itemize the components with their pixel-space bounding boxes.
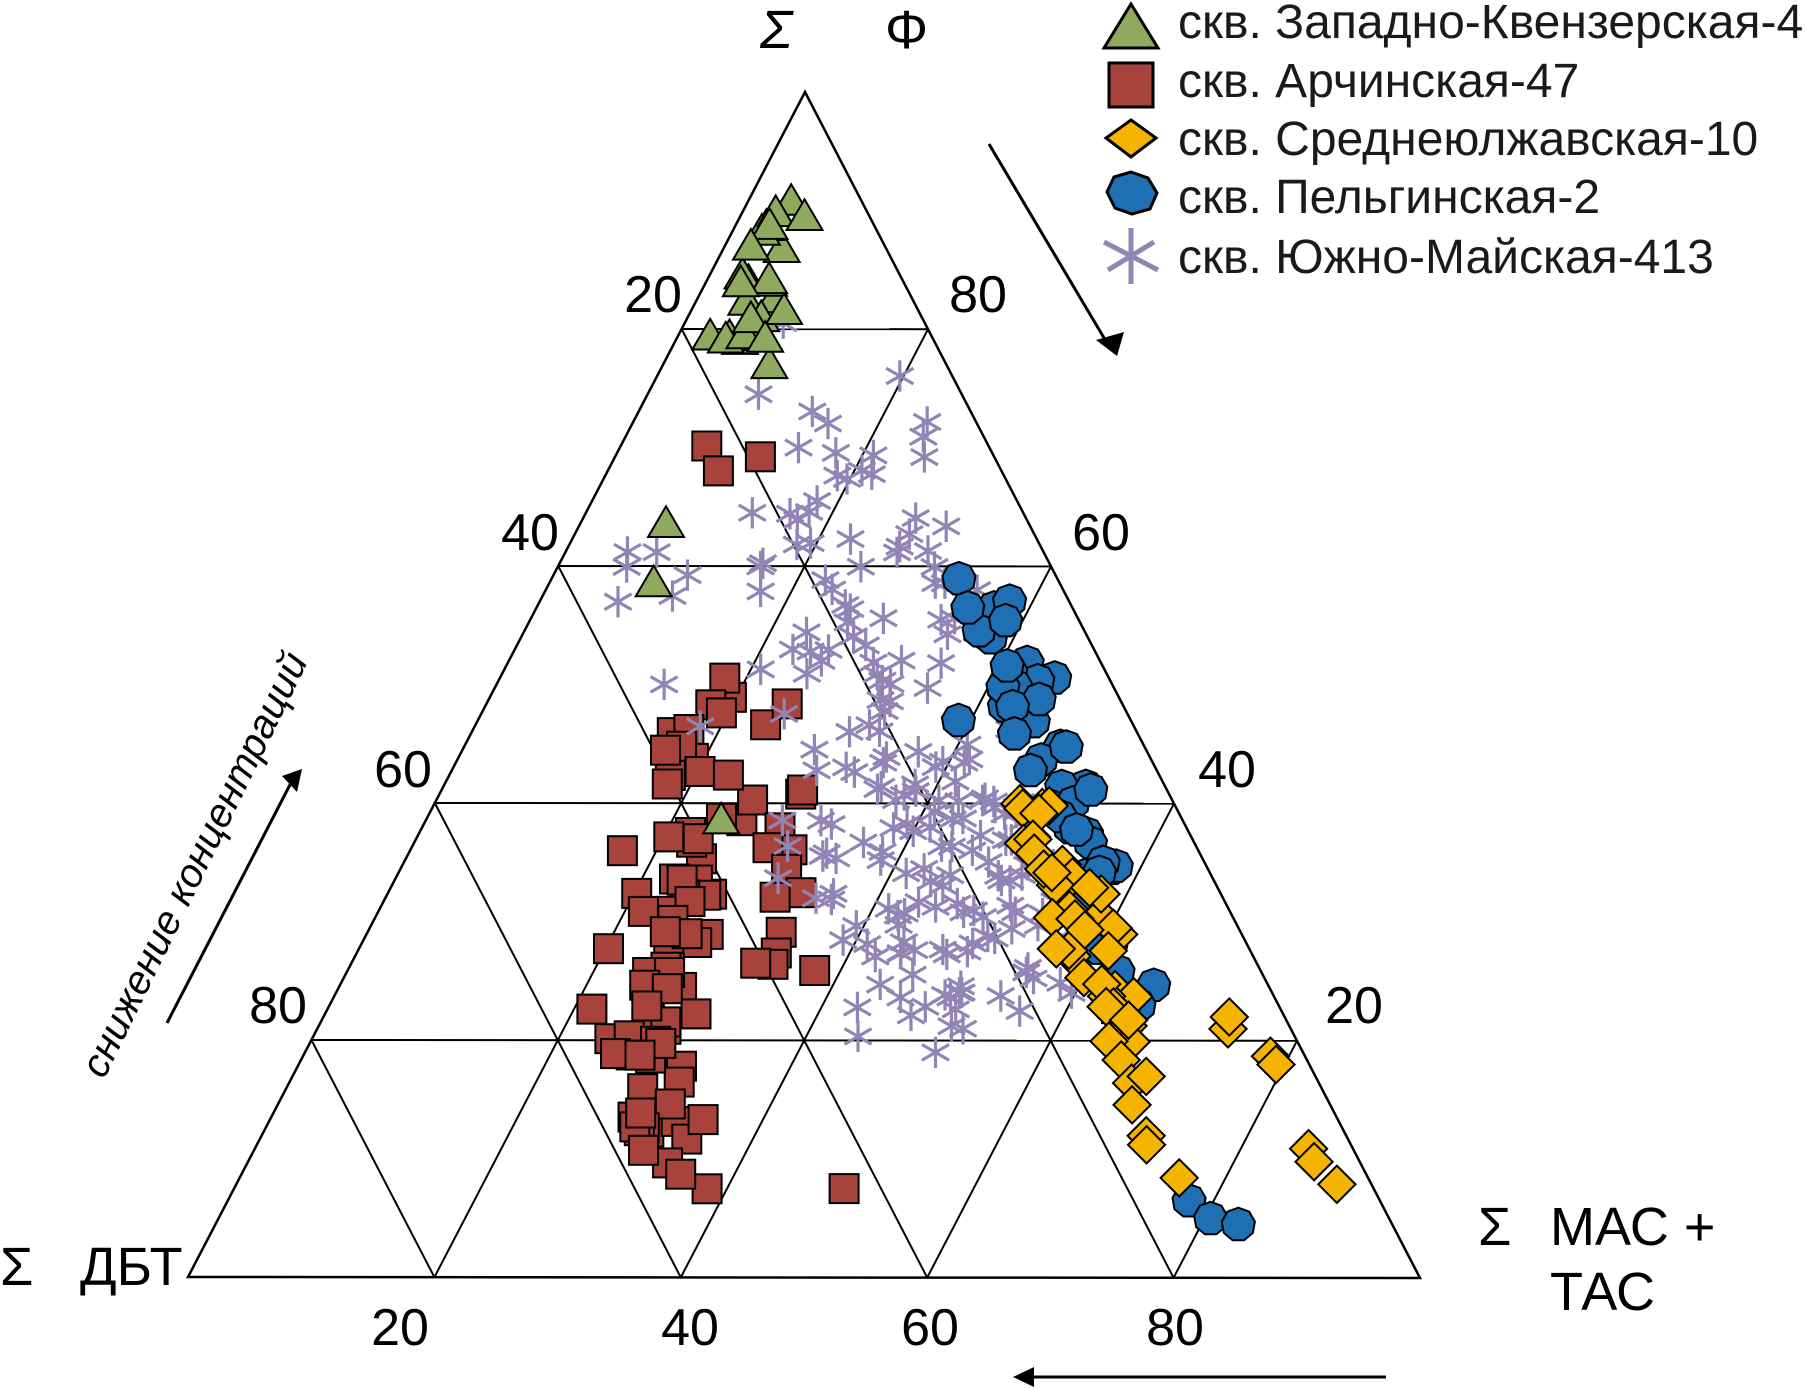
svg-text:40: 40 xyxy=(661,1299,719,1357)
svg-text:ТАС: ТАС xyxy=(1550,1262,1655,1322)
svg-text:20: 20 xyxy=(624,266,682,324)
svg-text:скв. Южно-Майская-413: скв. Южно-Майская-413 xyxy=(1178,231,1714,284)
svg-text:40: 40 xyxy=(1198,741,1256,799)
svg-text:Σ: Σ xyxy=(0,1237,33,1297)
svg-text:ДБТ: ДБТ xyxy=(80,1237,183,1297)
svg-text:80: 80 xyxy=(249,977,307,1035)
svg-text:Σ: Σ xyxy=(1478,1197,1511,1257)
svg-text:60: 60 xyxy=(1072,504,1130,562)
svg-text:40: 40 xyxy=(501,504,559,562)
svg-text:скв. Среднеюлжавская-10: скв. Среднеюлжавская-10 xyxy=(1178,113,1758,166)
svg-text:80: 80 xyxy=(1146,1299,1204,1357)
svg-text:60: 60 xyxy=(374,741,432,799)
svg-text:20: 20 xyxy=(371,1299,429,1357)
svg-text:Σ: Σ xyxy=(759,0,794,60)
svg-text:скв. Пельгинская-2: скв. Пельгинская-2 xyxy=(1178,171,1600,224)
svg-text:60: 60 xyxy=(901,1299,959,1357)
svg-text:Φ: Φ xyxy=(885,0,928,60)
svg-text:МАС +: МАС + xyxy=(1550,1197,1715,1257)
svg-text:20: 20 xyxy=(1325,977,1383,1035)
svg-text:80: 80 xyxy=(949,266,1007,324)
svg-text:скв. Арчинская-47: скв. Арчинская-47 xyxy=(1178,55,1579,108)
svg-text:скв. Западно-Квензерская-4: скв. Западно-Квензерская-4 xyxy=(1178,0,1803,49)
